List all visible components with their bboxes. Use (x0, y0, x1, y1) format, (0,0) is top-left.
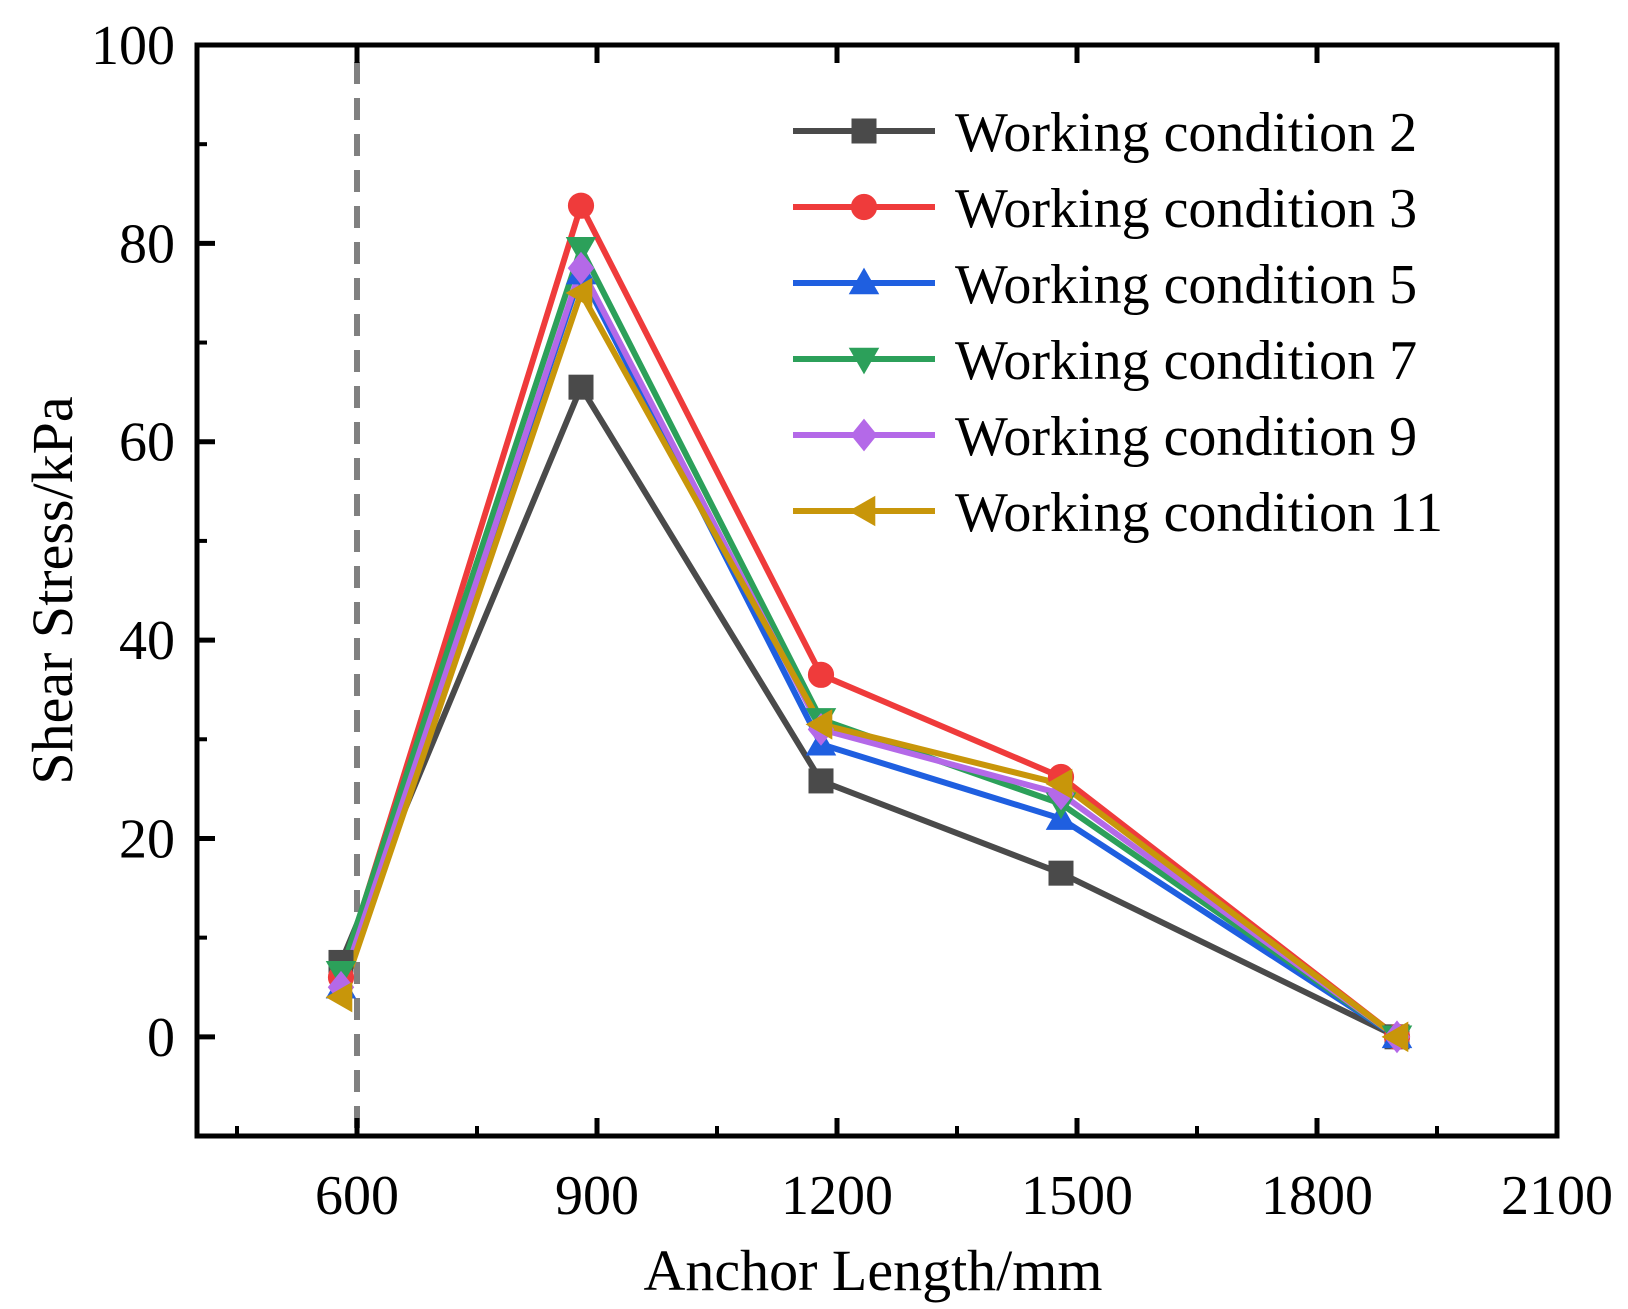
data-point-s3-1 (565, 237, 597, 264)
legend-marker-0 (851, 118, 877, 144)
x-axis-title: Anchor Length/mm (643, 1238, 1102, 1303)
data-point-s5-0 (325, 981, 353, 1013)
legend: Working condition 2 Working condition 3 Wo… (793, 102, 1443, 544)
legend-label-5: Working condition 11 (955, 482, 1443, 544)
data-point-s5-1 (565, 277, 593, 309)
legend-marker-1 (850, 193, 878, 221)
data-point-s5-4 (1381, 1021, 1409, 1053)
data-point-s1-2 (807, 661, 835, 688)
y-tick-label: 40 (119, 610, 175, 672)
y-tick-label: 80 (119, 213, 175, 275)
x-tick-label: 1800 (1261, 1165, 1373, 1227)
data-point-s0-3 (1048, 860, 1074, 886)
y-axis-title: Shear Stress/kPa (20, 396, 85, 784)
data-point-s0-2 (808, 768, 834, 794)
axes-group: 600 900 1200 1500 1800 2100 0 20 40 60 80 100 Anchor… (20, 15, 1613, 1303)
y-tick-label: 20 (119, 808, 175, 870)
legend-label-3: Working condition 7 (955, 330, 1417, 392)
x-tick-label: 900 (555, 1165, 639, 1227)
legend-label-4: Working condition 9 (955, 406, 1417, 468)
data-point-s5-2 (805, 709, 833, 740)
data-point-s4-1 (567, 251, 595, 285)
data-point-s0-1 (568, 374, 594, 400)
data-point-s5-3 (1045, 768, 1073, 800)
x-tick-label: 1500 (1021, 1165, 1133, 1227)
legend-label-1: Working condition 3 (955, 178, 1417, 240)
plot-frame (194, 42, 1560, 1139)
legend-marker-2 (848, 267, 880, 295)
y-tick-label: 0 (147, 1007, 175, 1069)
series-markers-group (325, 192, 1413, 1054)
legend-marker-5 (848, 495, 876, 527)
legend-label-2: Working condition 5 (955, 254, 1417, 316)
x-tick-label: 2100 (1501, 1165, 1613, 1227)
legend-label-0: Working condition 2 (955, 102, 1417, 164)
y-tick-label: 60 (119, 412, 175, 474)
legend-marker-4 (850, 418, 878, 452)
x-tick-label: 600 (315, 1165, 399, 1227)
y-tick-label: 100 (91, 15, 175, 77)
data-point-s1-1 (567, 192, 595, 219)
x-tick-label: 1200 (781, 1165, 893, 1227)
legend-marker-3 (848, 347, 880, 375)
